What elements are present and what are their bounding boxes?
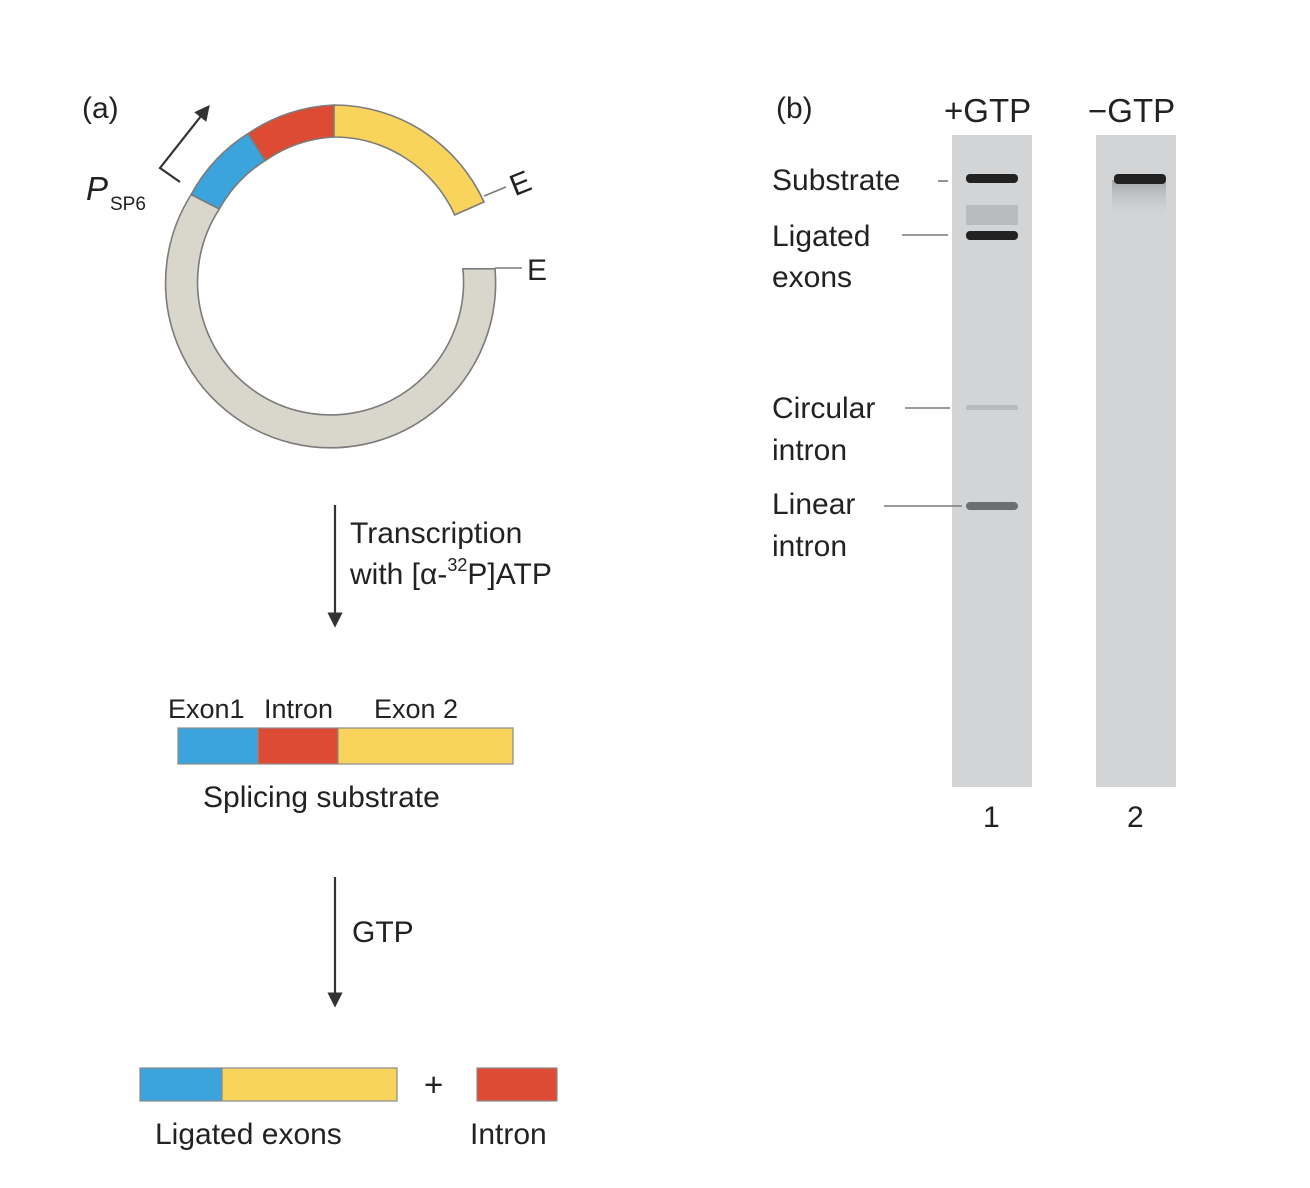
gel-lane-1 (952, 135, 1032, 787)
ligated-exon1-block (139, 1067, 223, 1102)
lane-1-header: +GTP (944, 92, 1031, 129)
lane-1-substrate-band (966, 174, 1018, 183)
panel-b-label: (b) (776, 92, 813, 125)
transcription-atp: P]ATP (467, 558, 551, 591)
splicing-substrate-bar (177, 727, 514, 765)
band-label-ligated-line1: Ligated (772, 220, 870, 253)
lane-1-background (952, 135, 1032, 787)
promoter-subscript: SP6 (110, 194, 146, 215)
substrate-caption: Splicing substrate (203, 781, 440, 814)
lane-2-header: −GTP (1088, 92, 1175, 129)
transcription-text-line2: with [α-32P]ATP (349, 555, 552, 591)
panel-a-label: (a) (82, 92, 119, 125)
plasmid-exon2-segment (333, 104, 486, 216)
transcription-text-line1: Transcription (350, 517, 522, 550)
end-label-1: E (505, 165, 536, 203)
ligated-exon2-block (221, 1067, 398, 1102)
band-label-substrate: Substrate (772, 164, 900, 197)
band-label-linear-line1: Linear (772, 488, 855, 521)
lane-1-linear-intron-band (966, 502, 1018, 510)
lane-1-intermediate-smear (966, 205, 1018, 225)
plasmid-intron-segment (247, 104, 335, 162)
plus-sign: + (424, 1066, 443, 1103)
intron-caption: Intron (470, 1118, 547, 1151)
substrate-exon1-block (177, 727, 259, 765)
transcription-alpha: α (420, 558, 437, 591)
plasmid-backbone (164, 193, 497, 449)
ligated-exons-caption: Ligated exons (155, 1118, 342, 1151)
promoter-label: P (86, 170, 108, 207)
substrate-exon2-label: Exon 2 (374, 694, 458, 724)
band-label-circular-line1: Circular (772, 392, 875, 425)
ligated-exons-bar (139, 1067, 398, 1102)
lane-1-number: 1 (983, 801, 1000, 834)
lane-1-ligated-exons-band (966, 231, 1018, 240)
gtp-step-label: GTP (352, 916, 414, 949)
substrate-exon1-label: Exon1 (168, 694, 245, 724)
panel-a: (a) P SP6 E E Transcription with [α-32P]… (82, 92, 558, 1151)
transcription-with: with [ (349, 558, 421, 591)
transcription-isotope-superscript: 32 (447, 555, 467, 575)
band-label-circular-line2: intron (772, 434, 847, 467)
lane-2-number: 2 (1127, 801, 1144, 834)
end-label-2: E (527, 254, 547, 287)
lane-2-background (1096, 135, 1176, 787)
promoter-arrow (158, 104, 210, 183)
lane-2-substrate-band (1114, 174, 1166, 184)
substrate-intron-label: Intron (264, 694, 333, 724)
substrate-exon2-block (337, 727, 514, 765)
plasmid-exon1-segment (190, 132, 267, 210)
plasmid-diagram (164, 104, 497, 449)
excised-intron-block (476, 1067, 558, 1102)
band-label-ligated-line2: exons (772, 261, 852, 294)
transcription-dash: - (437, 558, 447, 591)
panel-b: (b) +GTP −GTP Substrate Ligated exons Ci… (772, 92, 1176, 834)
gel-lane-2 (1096, 135, 1176, 787)
lane-1-circular-intron-band (966, 405, 1018, 410)
substrate-intron-block (257, 727, 339, 765)
lane-2-substrate-smear (1112, 180, 1166, 220)
band-label-linear-line2: intron (772, 530, 847, 563)
end-1-leader (483, 186, 507, 197)
